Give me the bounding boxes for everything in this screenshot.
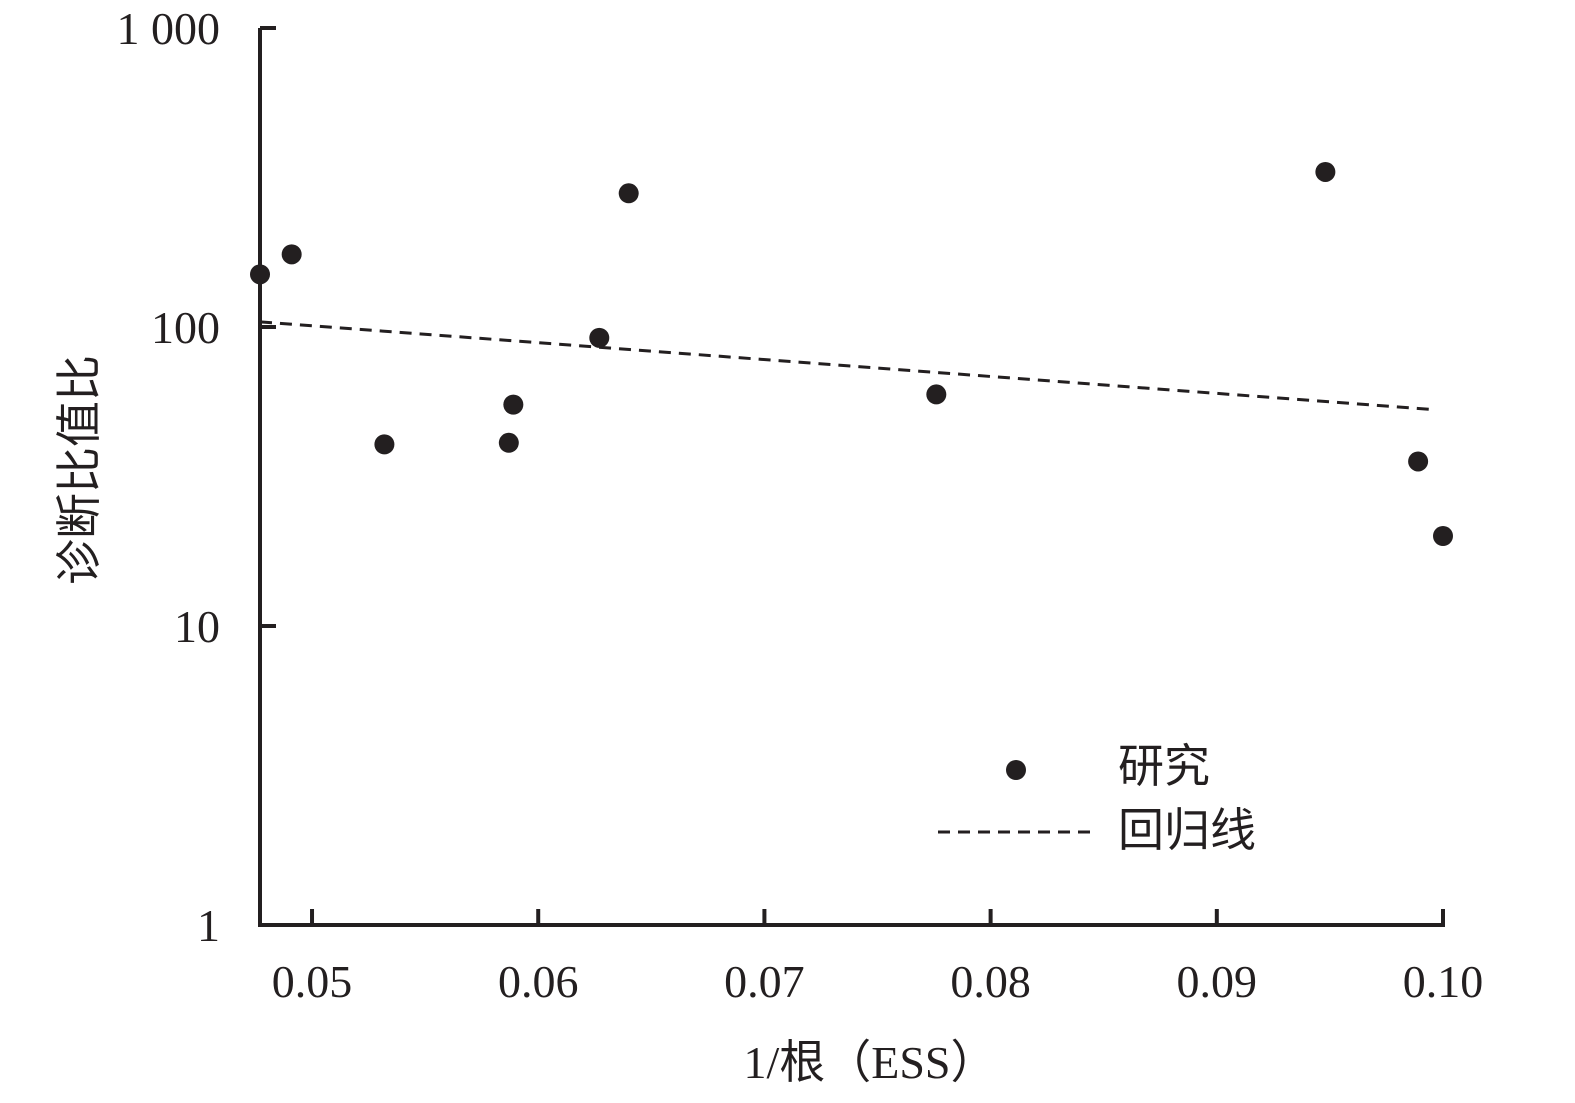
x-tick-label: 0.09 <box>1177 956 1258 1007</box>
plot-area <box>250 161 1453 546</box>
axes <box>258 26 1445 927</box>
x-tick-label: 0.05 <box>272 956 353 1007</box>
study-point <box>498 432 519 453</box>
study-point <box>503 394 524 415</box>
regression-line <box>259 320 1432 411</box>
x-tick-label: 0.08 <box>950 956 1031 1007</box>
legend-label-studies: 研究 <box>1118 741 1210 792</box>
study-point <box>374 434 395 455</box>
study-point <box>1408 451 1429 472</box>
study-point <box>926 384 947 405</box>
x-tick-label: 0.07 <box>724 956 805 1007</box>
study-point <box>589 327 610 348</box>
y-axis-title: 诊断比值比 <box>54 355 105 585</box>
x-tick-label: 0.06 <box>498 956 579 1007</box>
tick-labels: 1 10 100 1 000 0.05 0.06 0.07 0.08 0.09 0.10 <box>117 3 1484 1007</box>
legend-marker-studies <box>1006 760 1026 780</box>
y-tick-label: 100 <box>151 302 220 353</box>
y-tick-label: 10 <box>174 601 220 652</box>
study-point <box>618 183 639 204</box>
study-point <box>1433 525 1453 546</box>
study-point <box>1315 161 1336 182</box>
legend-label-regression: 回归线 <box>1118 805 1256 856</box>
legend: 研究 回归线 <box>938 741 1256 856</box>
x-tick-label: 0.10 <box>1403 956 1484 1007</box>
study-point <box>281 244 302 265</box>
y-tick-label: 1 <box>197 900 220 951</box>
x-axis-title: 1/根（ESS） <box>743 1037 996 1088</box>
y-tick-label: 1 000 <box>117 3 221 54</box>
